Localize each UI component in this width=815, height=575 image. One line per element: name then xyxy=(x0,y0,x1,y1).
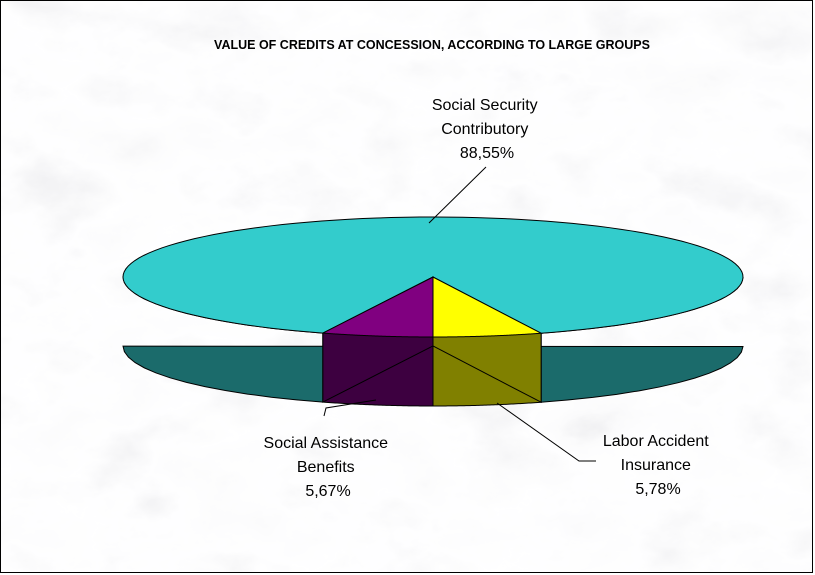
chart-title: VALUE OF CREDITS AT CONCESSION, ACCORDIN… xyxy=(214,38,650,52)
label-line: Benefits xyxy=(297,459,355,476)
pie-group xyxy=(122,216,744,407)
label-line: Labor Accident xyxy=(603,433,709,450)
pie-slice-0 xyxy=(122,216,744,334)
value-label: 5,67% xyxy=(305,483,350,500)
slice-label-social-assistance: Social Assistance Benefits 5,67% xyxy=(264,435,393,500)
pie-slice-2 xyxy=(432,276,543,338)
pie-slice-1 xyxy=(321,276,434,338)
slice-label-social-security: Social Security Contributory 88,55% xyxy=(432,97,542,162)
value-label: 88,55% xyxy=(460,145,514,162)
slice-label-labor-accident: Labor Accident Insurance 5,78% xyxy=(603,433,713,498)
leader-line-social-assistance xyxy=(323,399,377,417)
leader-line-social-security xyxy=(428,166,487,224)
value-label: 5,78% xyxy=(635,481,680,498)
leader-line-labor-accident xyxy=(496,402,596,462)
label-line: Social Security xyxy=(432,97,538,114)
label-line: Insurance xyxy=(621,457,691,474)
label-line: Contributory xyxy=(441,121,528,138)
label-line: Social Assistance xyxy=(264,435,389,452)
